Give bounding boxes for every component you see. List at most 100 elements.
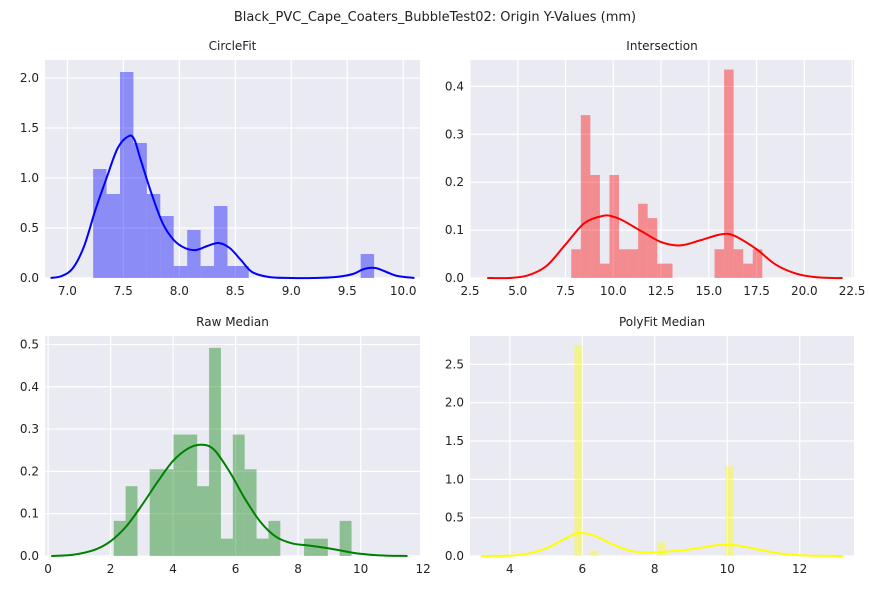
x-tick-label: 12: [792, 562, 807, 576]
x-tick-label: 10.0: [390, 284, 417, 298]
y-tick-label: 0.5: [20, 337, 39, 351]
histogram-bar: [113, 520, 126, 556]
panel-circlefit: 7.0 7.5 8.0 8.5 9.0 9.5 10.0 0.0 0.5 1.0 1.5 2.0 Cir…: [20, 39, 420, 298]
y-tick-label: 0.4: [445, 79, 464, 93]
histogram-bar: [657, 542, 666, 556]
plot-background: [45, 336, 420, 556]
histogram-bar: [743, 263, 753, 278]
panel-title: CircleFit: [209, 39, 257, 53]
y-tick-label: 0.1: [445, 223, 464, 237]
panel-title: Intersection: [626, 39, 697, 53]
histogram-bar: [580, 115, 591, 278]
kde-curve: [51, 443, 408, 557]
x-tick-label: 0: [44, 562, 52, 576]
histogram-bar: [227, 266, 249, 278]
panel-intersection: 2.5 5.0 7.5 10.0 12.5 15.0 17.5 20.0 22.5 0.0 0.1 0…: [445, 39, 866, 298]
x-tick-label: 7.5: [556, 284, 575, 298]
x-tick-label: 6: [578, 562, 586, 576]
y-tick-label: 2.0: [20, 71, 39, 85]
x-tick-label: 2.5: [460, 284, 479, 298]
histogram-bar: [590, 550, 599, 556]
x-tick-label: 15.0: [695, 284, 722, 298]
y-tick-label: 1.5: [20, 121, 39, 135]
figure-title: Black_PVC_Cape_Coaters_BubbleTest02: Ori…: [234, 10, 636, 25]
x-tick-label: 7.0: [58, 284, 77, 298]
y-tick-label: 0.0: [445, 549, 464, 563]
panel-title: PolyFit Median: [619, 315, 705, 329]
y-tick-label: 0.5: [20, 221, 39, 235]
histogram-bar: [638, 203, 648, 278]
x-tick-label: 9.0: [282, 284, 301, 298]
x-tick-label: 4: [506, 562, 514, 576]
y-tick-label: 0.2: [445, 175, 464, 189]
x-tick-label: 17.5: [743, 284, 770, 298]
histogram-bar: [173, 434, 186, 556]
histogram-bar: [725, 466, 734, 556]
histogram-bar: [599, 263, 610, 278]
panel-title: Raw Median: [196, 315, 269, 329]
y-tick-label: 0.1: [20, 507, 39, 521]
histogram-bar: [244, 469, 257, 556]
x-tick-label: 8.5: [226, 284, 245, 298]
x-tick-label: 10: [720, 562, 735, 576]
y-tick-label: 1.5: [445, 434, 464, 448]
y-tick-label: 0.0: [20, 271, 39, 285]
histogram-bar: [185, 434, 198, 556]
histogram-bar: [160, 216, 174, 278]
histogram-bar: [657, 263, 673, 278]
histogram-bar: [146, 194, 161, 278]
y-tick-label: 0.3: [445, 127, 464, 141]
histogram-bar: [200, 266, 215, 278]
x-tick-label: 8.0: [170, 284, 189, 298]
histogram-bar: [120, 72, 134, 278]
histogram-bar: [268, 520, 281, 556]
histogram-bar: [232, 434, 245, 556]
x-tick-label: 7.5: [114, 284, 133, 298]
y-tick-label: 2.5: [445, 357, 464, 371]
plot-background: [45, 60, 420, 278]
y-tick-label: 1.0: [20, 171, 39, 185]
histogram-bar: [619, 249, 629, 278]
histogram-bar: [339, 520, 352, 556]
histogram-bar: [214, 206, 228, 278]
histogram-bar: [93, 169, 107, 278]
y-tick-label: 0.0: [20, 549, 39, 563]
x-tick-label: 12.5: [648, 284, 675, 298]
histogram-bar: [133, 143, 147, 278]
x-tick-label: 2: [107, 562, 115, 576]
x-tick-label: 22.5: [839, 284, 866, 298]
y-tick-label: 0.4: [20, 380, 39, 394]
plot-background: [470, 336, 854, 556]
histogram-bar: [574, 345, 583, 556]
x-tick-label: 10.0: [600, 284, 627, 298]
panel-raw-median: 0 2 4 6 8 10 12 0.0 0.1 0.2 0.3 0.4 0.5 Raw Median: [20, 315, 431, 576]
x-tick-label: 12: [415, 562, 430, 576]
x-tick-label: 9.5: [338, 284, 357, 298]
histogram-bar: [733, 249, 744, 278]
histogram-bar: [161, 469, 174, 556]
histogram-bar: [724, 69, 734, 278]
histogram-bar: [571, 249, 581, 278]
histogram-bar: [173, 266, 188, 278]
histogram-bar: [187, 230, 201, 278]
histogram-bar: [256, 538, 269, 556]
histogram-bar: [714, 249, 725, 278]
panel-polyfit-median: 4 6 8 10 12 0.0 0.5 1.0 1.5 2.0 2.5 PolyFit Median: [445, 315, 854, 576]
histogram-bar: [360, 254, 375, 278]
y-tick-label: 2.0: [445, 396, 464, 410]
histogram-bar: [609, 174, 620, 278]
y-tick-label: 0.0: [445, 271, 464, 285]
histogram-bar: [752, 249, 763, 278]
y-tick-label: 1.0: [445, 472, 464, 486]
y-tick-label: 0.5: [445, 511, 464, 525]
histogram-bar: [220, 538, 233, 556]
histogram-bar: [149, 469, 162, 556]
y-tick-label: 0.2: [20, 464, 39, 478]
x-tick-label: 10: [353, 562, 368, 576]
x-tick-label: 20.0: [791, 284, 818, 298]
histogram-bar: [106, 194, 120, 278]
x-tick-label: 8: [651, 562, 659, 576]
x-tick-label: 5.0: [508, 284, 527, 298]
kde-curve: [487, 214, 843, 280]
